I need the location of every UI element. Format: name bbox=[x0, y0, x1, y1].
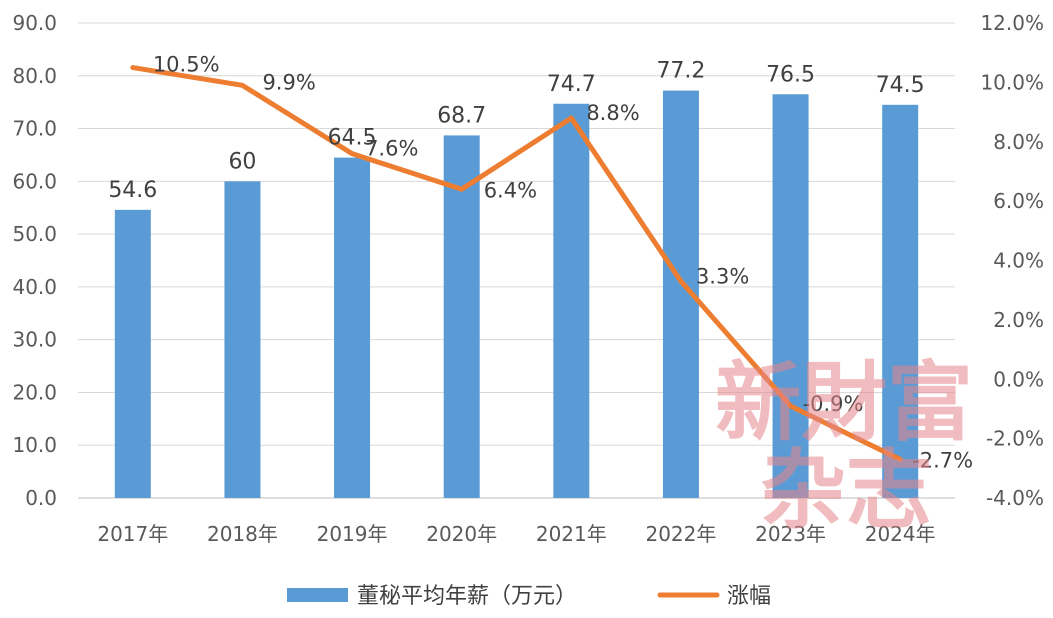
right-axis-tick-label: 2.0% bbox=[993, 308, 1044, 332]
bar-data-labels: 54.6 60 64.5 68.7 74.7 77.2 76.5 74.5 bbox=[108, 59, 924, 203]
line-value-label: 7.6% bbox=[365, 137, 418, 161]
left-axis-tick-label: 80.0 bbox=[12, 64, 57, 88]
x-axis-tick-label: 2022年 bbox=[645, 522, 716, 546]
left-axis-tick-label: 60.0 bbox=[12, 169, 57, 193]
x-axis-tick-label: 2017年 bbox=[97, 522, 168, 546]
right-axis-tick-label: 8.0% bbox=[993, 130, 1044, 154]
bar-series bbox=[114, 90, 919, 499]
x-axis-ticks: 2017年 2018年 2019年 2020年 2021年 2022年 2023年 2024年 bbox=[97, 522, 935, 546]
left-axis-tick-label: 0.0 bbox=[25, 486, 57, 510]
x-axis-tick-label: 2020年 bbox=[426, 522, 497, 546]
bar bbox=[443, 135, 480, 498]
bar-value-label: 74.7 bbox=[547, 72, 596, 97]
legend-bar-swatch bbox=[287, 588, 348, 602]
bar bbox=[334, 157, 371, 499]
legend: 董秘平均年薪（万元） 涨幅 bbox=[287, 584, 771, 609]
line-value-label: 10.5% bbox=[153, 53, 220, 77]
x-axis-tick-label: 2024年 bbox=[865, 522, 936, 546]
bar bbox=[224, 181, 261, 499]
left-axis-tick-label: 10.0 bbox=[12, 433, 57, 457]
watermark-line1: 新財富 bbox=[715, 352, 973, 453]
left-axis-tick-label: 90.0 bbox=[12, 11, 57, 35]
bar bbox=[114, 209, 151, 499]
right-axis-ticks: -4.0% -2.0% 0.0% 2.0% 4.0% 6.0% 8.0% 10.0% 12.0% bbox=[980, 11, 1044, 510]
left-axis-tick-label: 20.0 bbox=[12, 380, 57, 404]
bar bbox=[772, 94, 809, 498]
bar bbox=[553, 103, 590, 498]
left-axis-tick-label: 30.0 bbox=[12, 328, 57, 352]
line-value-label: 3.3% bbox=[696, 264, 749, 288]
bar-value-label: 60 bbox=[228, 149, 256, 174]
line-series bbox=[130, 65, 903, 462]
right-axis-tick-label: 0.0% bbox=[993, 367, 1044, 391]
bar-value-label: 77.2 bbox=[656, 59, 705, 84]
legend-line-label: 涨幅 bbox=[727, 584, 771, 609]
watermark: 新財富 杂志 bbox=[715, 352, 973, 541]
x-axis-tick-label: 2021年 bbox=[536, 522, 607, 546]
right-axis-tick-label: 10.0% bbox=[980, 70, 1044, 94]
line-value-label: 6.4% bbox=[484, 178, 537, 202]
line-value-label: -0.9% bbox=[803, 392, 864, 416]
bar-value-label: 76.5 bbox=[766, 62, 815, 87]
growth-line bbox=[130, 65, 903, 462]
right-axis-tick-label: -4.0% bbox=[986, 486, 1044, 510]
right-axis-tick-label: 6.0% bbox=[993, 189, 1044, 213]
x-axis-tick-label: 2023年 bbox=[755, 522, 826, 546]
line-value-label: 8.8% bbox=[586, 101, 639, 125]
gridlines bbox=[78, 22, 955, 499]
line-value-label: -2.7% bbox=[912, 448, 973, 472]
line-data-labels: 10.5% 9.9% 7.6% 6.4% 8.8% 3.3% -0.9% -2.7% bbox=[153, 53, 973, 473]
watermark-line2: 杂志 bbox=[760, 440, 932, 541]
right-axis-tick-label: 4.0% bbox=[993, 249, 1044, 273]
x-axis-tick-label: 2018年 bbox=[207, 522, 278, 546]
right-axis-tick-label: -2.0% bbox=[986, 427, 1044, 451]
x-axis-tick-label: 2019年 bbox=[317, 522, 388, 546]
left-axis-tick-label: 50.0 bbox=[12, 222, 57, 246]
bar bbox=[882, 104, 919, 499]
left-axis-ticks: 0.0 10.0 20.0 30.0 40.0 50.0 60.0 70.0 80.0 90.0 bbox=[12, 11, 57, 510]
right-axis-tick-label: 12.0% bbox=[980, 11, 1044, 35]
legend-bar-label: 董秘平均年薪（万元） bbox=[357, 584, 577, 609]
bar-value-label: 54.6 bbox=[108, 178, 157, 203]
bar-value-label: 64.5 bbox=[328, 126, 377, 151]
left-axis-tick-label: 70.0 bbox=[12, 117, 57, 141]
left-axis-tick-label: 40.0 bbox=[12, 275, 57, 299]
bar-value-label: 74.5 bbox=[876, 73, 925, 98]
bar-value-label: 68.7 bbox=[437, 103, 486, 128]
line-value-label: 9.9% bbox=[262, 70, 315, 94]
